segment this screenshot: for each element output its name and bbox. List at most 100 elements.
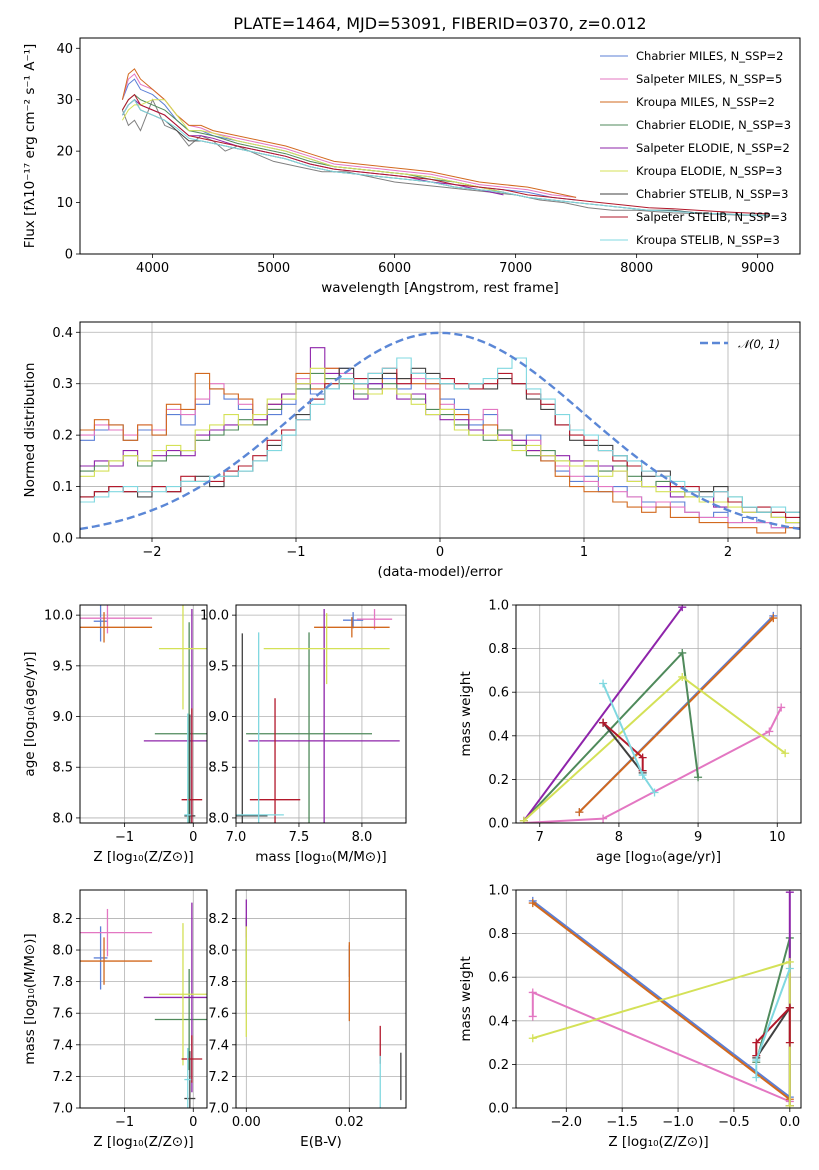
x-tick-label: 1 [580,545,588,560]
axes-frame [515,604,802,824]
spectrum-line [121,68,577,198]
x-tick-label: 0.0 [779,1115,800,1130]
x-tick-label: 9000 [741,261,774,276]
x-tick-label: −1 [115,830,134,845]
weight-marker [678,672,687,681]
x-tick-label: 10 [769,830,786,845]
y-tick-label: 8.0 [208,811,229,826]
weight-marker [528,899,537,908]
axes-frame [79,37,801,255]
weight-marker [528,1034,537,1043]
y-tick-label: 0.2 [488,773,509,788]
weight-marker [528,988,537,997]
plot-content [80,322,800,538]
x-tick-label: 6000 [378,261,411,276]
x-axis-label: wavelength [Angstrom, rest frame] [321,280,559,296]
y-tick-label: 7.4 [208,1038,229,1053]
histogram-step [80,357,800,513]
x-tick-label: 0 [189,1115,197,1130]
axes-frame [235,604,407,824]
x-axis-label: E(B-V) [300,1134,342,1150]
spectrum-line [121,93,770,215]
y-tick-label: 30 [56,93,73,108]
weight-marker [752,1038,761,1047]
y-tick-label: 0.4 [488,1014,509,1029]
x-axis-label: (data-model)/error [377,564,503,580]
panel-spectrum: 4000 5000 6000 7000 8000 9000 0 10 20 30 40 wavelen… [22,37,801,296]
x-tick-label: −1.5 [606,1115,638,1130]
y-tick-label: 7.2 [208,1070,229,1085]
legend-entry: Kroupa MILES, N_SSP=2 [636,95,775,109]
legend-entry: Salpeter STELIB, N_SSP=3 [636,210,787,224]
x-tick-label: 0.00 [232,1115,261,1130]
weight-marker [777,703,786,712]
x-tick-label: 7000 [499,261,532,276]
axes-frame [235,889,407,1109]
y-axis-label: Flux [fλ10⁻¹⁷ erg cm⁻² s⁻¹ A⁻¹] [22,44,38,249]
weight-marker [519,816,528,823]
weight-marker [638,753,647,762]
x-tick-label: 0 [436,545,444,560]
x-axis-label: Z [log₁₀(Z/Z⊙)] [93,1134,193,1150]
weight-marker [678,605,687,612]
axes-frame [79,604,208,824]
weight-line [523,606,684,822]
weight-marker [785,890,794,897]
x-tick-label: 7.5 [289,830,310,845]
y-tick-label: 8.2 [52,912,73,927]
weight-marker [575,808,584,817]
weight-line [578,617,775,813]
y-axis-label: mass weight [458,671,474,756]
weight-marker [528,1012,537,1021]
legend-entry: Salpeter ELODIE, N_SSP=2 [636,141,790,155]
weight-marker [785,1038,794,1047]
weight-marker [694,773,703,782]
panel-ebv-mass: 0.00 0.02 7.0 7.2 7.4 7.6 7.8 8.0 8.2 E(B-V) [208,889,407,1150]
weight-line [755,1007,791,1059]
weight-marker [599,814,608,823]
y-tick-label: 10.0 [44,609,73,624]
y-tick-label: 8.0 [52,944,73,959]
x-tick-label: 4000 [136,261,169,276]
x-axis-label: mass [log₁₀(M/M⊙)] [255,849,386,865]
weight-marker [599,718,608,727]
legend-entry: Kroupa ELODIE, N_SSP=3 [636,164,782,178]
panel-z-mass: −1 0 7.0 7.2 7.4 7.6 7.8 8.0 8.2 Z [log₁₀(Z/Z⊙)] m… [22,889,208,1150]
y-tick-label: 7.0 [208,1102,229,1117]
legend-entry: 𝒩(0, 1) [738,337,780,351]
y-axis-label: age [log₁₀(age/yr)] [22,651,38,776]
y-tick-label: 7.6 [208,1007,229,1022]
y-tick-label: 10 [56,196,73,211]
y-tick-label: 7.8 [52,975,73,990]
weight-marker [752,1073,761,1082]
plot-area [516,605,801,823]
y-tick-label: 0.4 [488,729,509,744]
weight-marker [781,749,790,758]
weight-marker [785,1003,794,1012]
plot-area [236,605,406,823]
plot-area [80,38,800,254]
y-tick-label: 7.8 [208,975,229,990]
y-tick-label: 1.0 [488,599,509,614]
y-tick-label: 8.2 [208,912,229,927]
weight-marker [769,614,778,623]
y-tick-label: 10.0 [200,609,229,624]
axes-frame [79,321,801,539]
x-tick-label: −0.5 [718,1115,750,1130]
weight-line [755,1005,791,1056]
y-tick-label: 0.3 [52,377,73,392]
x-axis-label: Z [log₁₀(Z/Z⊙)] [93,849,193,865]
axes-frame [79,889,208,1109]
y-axis-label: mass [log₁₀(M/M⊙)] [22,933,38,1064]
y-tick-label: 0.2 [52,429,73,444]
spectrum-line [121,98,770,217]
y-tick-label: 0.1 [52,480,73,495]
legend-entry: Chabrier MILES, N_SSP=2 [636,49,783,63]
y-tick-label: 0.0 [488,1102,509,1117]
x-tick-label: 8000 [620,261,653,276]
y-tick-label: 9.0 [52,710,73,725]
legend-entry: Kroupa STELIB, N_SSP=3 [636,233,780,247]
y-tick-label: 40 [56,42,73,57]
x-tick-label: −2.0 [551,1115,583,1130]
